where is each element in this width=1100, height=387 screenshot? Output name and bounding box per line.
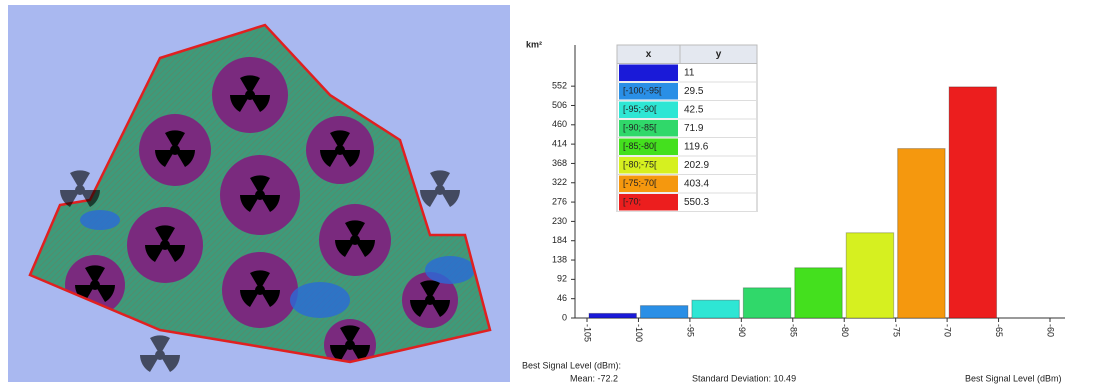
bar (948, 86, 998, 319)
y-tick-label: 506 (552, 100, 567, 110)
x-tick-label: -70 (943, 324, 953, 337)
x-tick-label: -95 (686, 324, 696, 337)
bar (897, 148, 946, 319)
table-color-cell (619, 64, 678, 81)
table-x-label: [-100;-95[ (623, 86, 662, 96)
y-tick-label: 0 (562, 312, 567, 322)
x-tick-label: -105 (583, 324, 593, 342)
bar (794, 267, 843, 319)
table-y-value: 42.5 (684, 104, 704, 115)
table-y-value: 202.9 (684, 160, 709, 171)
bar (588, 312, 637, 319)
x-tick-label: -100 (634, 324, 644, 342)
table-y-value: 11 (684, 67, 695, 78)
y-tick-label: 368 (552, 158, 567, 168)
x-tick-label: -65 (994, 324, 1004, 337)
x-tick-label: -80 (840, 324, 850, 337)
y-tick-label: 46 (557, 293, 567, 303)
y-tick-label: 552 (552, 81, 567, 91)
x-tick-label: -60 (1046, 324, 1056, 337)
y-tick-label: 276 (552, 196, 567, 206)
table-color-cell (619, 101, 678, 118)
bar (691, 299, 740, 319)
table-x-label: [-75;-70[ (623, 178, 657, 188)
table-color-cell (619, 138, 678, 155)
bar (845, 232, 895, 319)
stats-title: Best Signal Level (dBm): (522, 360, 621, 370)
table-header: y (716, 49, 722, 60)
std-label: Standard Deviation: 10.49 (692, 373, 796, 383)
x-tick-label: -85 (788, 324, 798, 337)
y-tick-label: 460 (552, 119, 567, 129)
y-axis-title: km² (526, 39, 542, 49)
table-y-value: 119.6 (684, 141, 709, 152)
table-x-label: [-95;-90[ (623, 104, 657, 114)
table-color-cell (619, 83, 678, 100)
table-header: x (646, 49, 652, 60)
histogram-chart: km² Best Signal Level (dBm): Mean: -72.2… (522, 39, 1065, 383)
map (8, 5, 510, 382)
y-tick-label: 322 (552, 177, 567, 187)
x-axis-title: Best Signal Level (dBm) (965, 373, 1062, 383)
table-y-value: 29.5 (684, 86, 704, 97)
bar (742, 287, 792, 319)
table-color-cell (619, 194, 678, 211)
table-header-cell (679, 44, 758, 64)
table-color-cell (619, 120, 678, 137)
y-tick-label: 92 (557, 274, 567, 284)
table-color-cell (619, 175, 678, 192)
x-tick-label: -75 (891, 324, 901, 337)
table-x-label: [-85;-80[ (623, 141, 657, 151)
bar (639, 305, 689, 319)
y-tick-label: 230 (552, 216, 567, 226)
table-x-label: [-70; (623, 197, 641, 207)
table-color-cell (619, 157, 678, 174)
table-y-value: 403.4 (684, 178, 709, 189)
table-x-label: [-80;-75[ (623, 160, 657, 170)
y-tick-label: 414 (552, 138, 567, 148)
table-x-label: [-90;-85[ (623, 123, 657, 133)
x-tick-label: -90 (737, 324, 747, 337)
y-tick-label: 138 (552, 254, 567, 264)
y-tick-label: 184 (552, 235, 567, 245)
mean-label: Mean: -72.2 (570, 373, 618, 383)
table-y-value: 550.3 (684, 197, 709, 208)
table-y-value: 71.9 (684, 123, 704, 134)
